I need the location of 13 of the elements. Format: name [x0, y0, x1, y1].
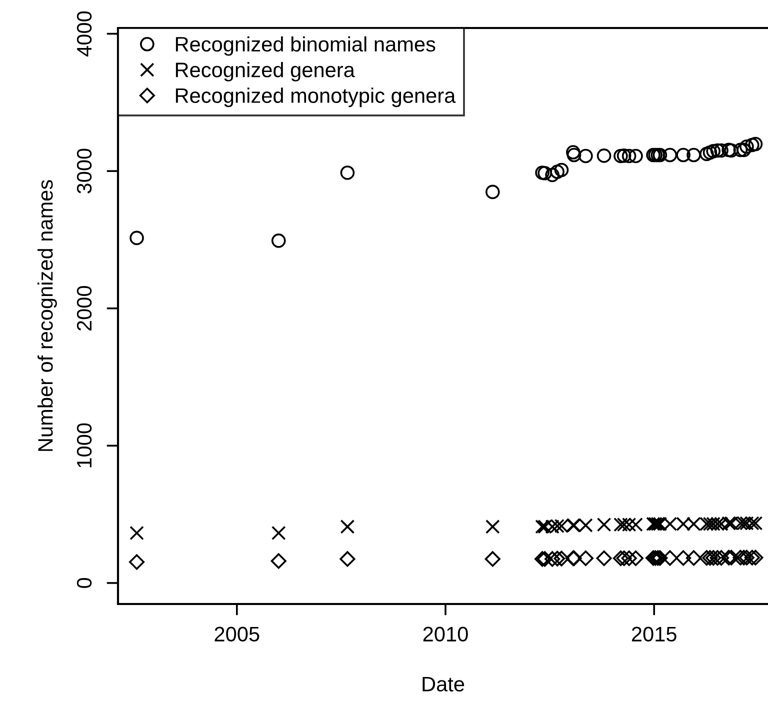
- x-tick-label: 2015: [632, 626, 676, 642]
- legend-label: Recognized binomial names: [176, 36, 436, 56]
- y-axis-title: Number of recognized names: [37, 180, 57, 451]
- y-tick-label: 1000: [76, 423, 92, 468]
- legend-label: Recognized monotypic genera: [176, 88, 456, 108]
- x-tick-label: 2010: [423, 626, 468, 642]
- y-tick-label: 3000: [76, 148, 92, 194]
- y-tick-label: 4000: [76, 11, 92, 56]
- y-tick-label: 0: [76, 578, 92, 588]
- legend-label: Recognized genera: [176, 62, 355, 82]
- x-axis-title: Date: [422, 676, 464, 692]
- x-tick-label: 2005: [214, 626, 260, 642]
- y-tick-label: 2000: [76, 286, 92, 330]
